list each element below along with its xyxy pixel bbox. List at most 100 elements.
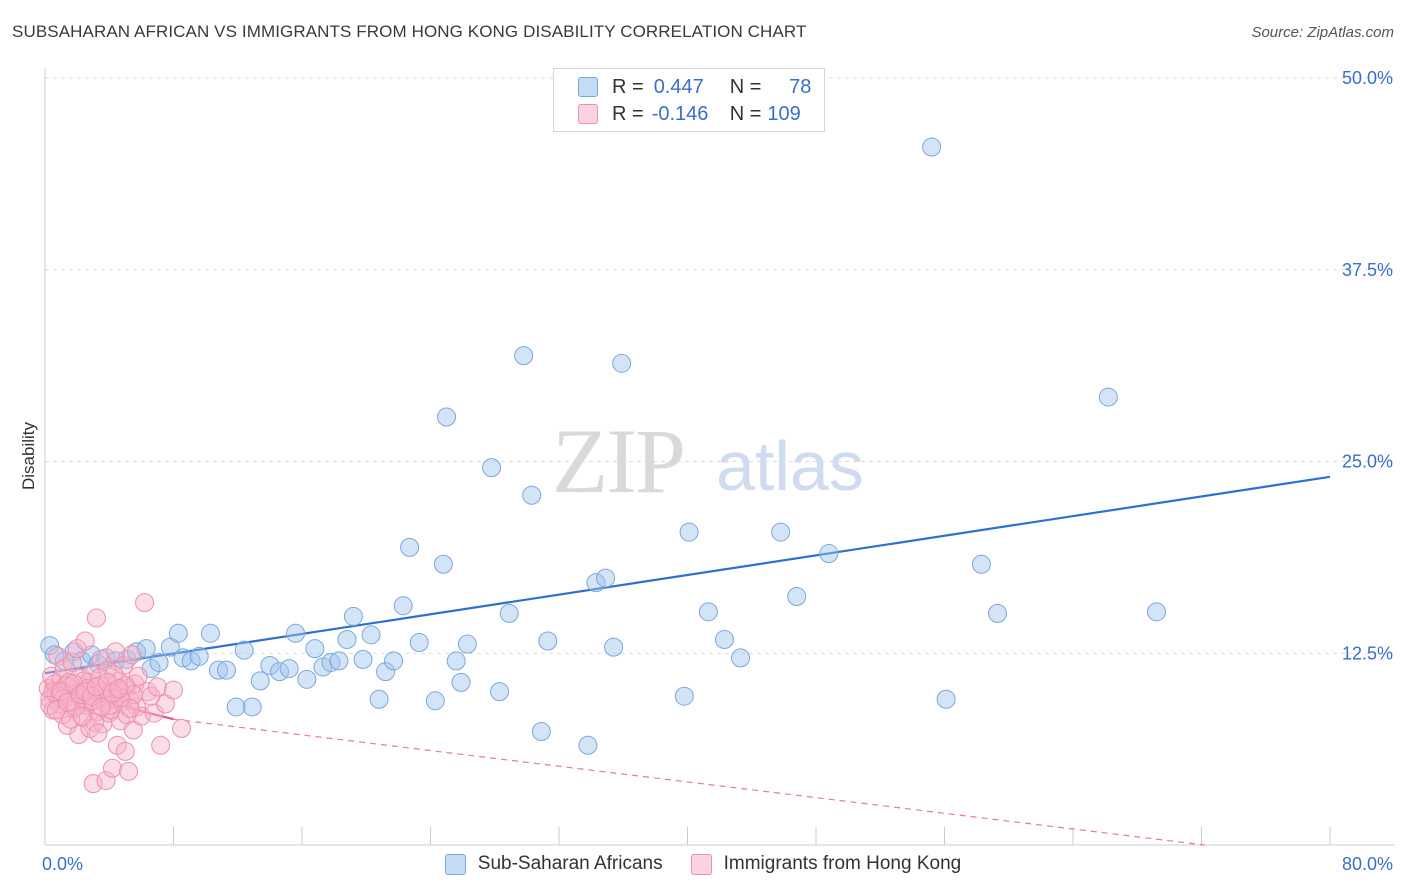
data-point: [242, 697, 262, 717]
data-point: [369, 689, 389, 709]
legend-swatch-blue: [444, 853, 466, 875]
data-point: [971, 554, 991, 574]
data-point: [361, 625, 381, 645]
data-point: [538, 631, 558, 651]
data-points: [38, 137, 1167, 794]
watermark-atlas: atlas: [716, 427, 864, 505]
data-point: [88, 723, 108, 743]
data-point: [433, 554, 453, 574]
data-point: [604, 637, 624, 657]
data-point: [208, 660, 228, 680]
legend-swatch-pink: [690, 853, 712, 875]
data-point: [64, 674, 84, 694]
data-point: [75, 631, 95, 651]
data-point: [200, 623, 220, 643]
y-tick-label: 50.0%: [1342, 68, 1393, 88]
data-point: [102, 758, 122, 778]
data-point: [172, 718, 192, 738]
data-point: [286, 623, 306, 643]
data-point: [131, 706, 151, 726]
data-point: [260, 656, 280, 676]
n-value: 109: [767, 102, 801, 125]
series-subsaharan: [40, 137, 1167, 755]
data-point: [490, 682, 510, 702]
chart-title: SUBSAHARAN AFRICAN VS IMMIGRANTS FROM HO…: [12, 22, 807, 41]
data-point: [384, 651, 404, 671]
y-tick-label: 12.5%: [1342, 643, 1393, 663]
x-tick-label: 0.0%: [42, 854, 83, 874]
legend-item-hongkong: Immigrants from Hong Kong: [690, 853, 962, 875]
data-point: [279, 659, 299, 679]
legend-row-blue: R = 0.447 N = 78: [578, 75, 811, 99]
data-point: [72, 706, 92, 726]
data-point: [46, 700, 66, 720]
data-point: [679, 522, 699, 542]
data-point: [499, 603, 519, 623]
data-point: [376, 662, 396, 682]
legend-row-pink: R = -0.146 N = 109: [578, 102, 807, 126]
data-point: [45, 645, 65, 665]
data-point: [127, 697, 147, 717]
series-legend: Sub-Saharan Africans Immigrants from Hon…: [0, 850, 1406, 878]
data-point: [91, 697, 111, 717]
data-point: [297, 669, 317, 689]
r-value: 0.447: [653, 75, 704, 98]
data-point: [117, 705, 137, 725]
data-point: [305, 639, 325, 659]
r-label: R =: [612, 75, 644, 98]
data-point: [1098, 387, 1118, 407]
data-point: [189, 646, 209, 666]
data-point: [250, 671, 270, 691]
x-tick-label: 80.0%: [1342, 854, 1393, 874]
data-point: [86, 608, 106, 628]
correlation-legend: R = 0.447 N = 78 R = -0.146 N = 109: [553, 68, 825, 132]
data-point: [819, 544, 839, 564]
data-point: [437, 407, 457, 427]
data-point: [522, 485, 542, 505]
data-point: [321, 652, 341, 672]
data-point: [122, 645, 142, 665]
y-axis-label: Disability: [19, 421, 38, 490]
data-point: [149, 652, 169, 672]
legend-swatch-blue: [578, 77, 598, 97]
legend-label: Immigrants from Hong Kong: [723, 853, 962, 874]
data-point: [119, 761, 139, 781]
data-point: [147, 677, 167, 697]
data-point: [936, 689, 956, 709]
data-point: [83, 774, 103, 794]
trend-line-hongkong-extension: [173, 718, 1205, 846]
data-point: [337, 629, 357, 649]
watermark-zip: ZIP: [552, 410, 684, 512]
data-point: [99, 695, 119, 715]
r-value: -0.146: [651, 102, 709, 125]
data-point: [128, 666, 148, 686]
data-point: [115, 741, 135, 761]
data-point: [234, 640, 254, 660]
data-point: [109, 679, 129, 699]
data-point: [98, 672, 118, 692]
data-point: [531, 721, 551, 741]
legend-label: Sub-Saharan Africans: [477, 853, 663, 874]
y-tick-label: 37.5%: [1342, 260, 1393, 280]
legend-item-subsaharan: Sub-Saharan Africans: [444, 853, 663, 875]
source-label: Source: ZipAtlas.com: [1251, 24, 1394, 41]
data-point: [343, 606, 363, 626]
data-point: [714, 629, 734, 649]
data-point: [329, 651, 349, 671]
data-point: [698, 602, 718, 622]
data-point: [168, 623, 188, 643]
series-hongkong: [38, 593, 192, 794]
data-point: [409, 633, 429, 653]
data-point: [136, 639, 156, 659]
data-point: [96, 771, 116, 791]
data-point: [67, 639, 87, 659]
data-point: [48, 646, 68, 666]
data-point: [988, 603, 1008, 623]
data-point: [120, 698, 140, 718]
data-point: [353, 649, 373, 669]
data-point: [61, 709, 81, 729]
data-point: [922, 137, 942, 157]
data-point: [151, 735, 171, 755]
data-point: [425, 691, 445, 711]
